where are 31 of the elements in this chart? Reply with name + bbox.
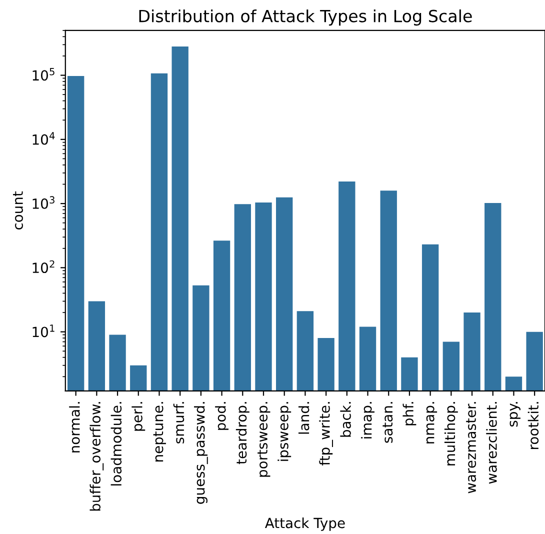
x-tick-label: neptune. xyxy=(153,402,166,462)
x-tick-label: loadmodule. xyxy=(110,402,122,486)
x-tick-label: nmap. xyxy=(426,402,438,444)
x-tick-label: satan. xyxy=(382,402,393,443)
y-axis-title: count xyxy=(13,191,23,230)
x-tick-label: teardrop. xyxy=(236,402,250,464)
x-tick-label: warezmaster. xyxy=(466,402,476,494)
x-tick-label: guess_passwd. xyxy=(194,402,208,504)
x-tick-label: ipsweep. xyxy=(278,402,292,461)
y-tick-label: 10$^{1}$ xyxy=(32,324,54,338)
x-tick-label: buffer_overflow. xyxy=(90,402,104,511)
x-tick-label: back. xyxy=(340,402,351,437)
x-tick-label: portsweep. xyxy=(258,402,270,477)
x-tick-label: spy. xyxy=(510,402,520,427)
x-tick-label: phf. xyxy=(402,402,416,426)
y-tick-label: 10$^{3}$ xyxy=(32,196,54,209)
chart-title: Distribution of Attack Types in Log Scale xyxy=(139,9,472,26)
x-tick-label: ftp_write. xyxy=(319,402,333,466)
x-tick-label: warezclient. xyxy=(486,402,497,484)
y-tick-label: 10$^{4}$ xyxy=(32,132,55,145)
x-tick-label: smurf. xyxy=(173,402,184,444)
x-tick-label: pod. xyxy=(215,402,229,430)
x-tick-label: imap. xyxy=(361,402,374,438)
x-tick-label: land. xyxy=(298,402,310,434)
y-tick-label: 10$^{5}$ xyxy=(32,68,54,81)
x-tick-label: rootkit. xyxy=(528,402,539,449)
x-axis-title: Attack Type xyxy=(264,517,345,531)
y-tick-label: 10$^{2}$ xyxy=(32,260,54,274)
x-tick-label: perl. xyxy=(132,402,146,431)
x-tick-label: normal. xyxy=(69,402,80,452)
x-tick-label: multihop. xyxy=(444,402,458,466)
